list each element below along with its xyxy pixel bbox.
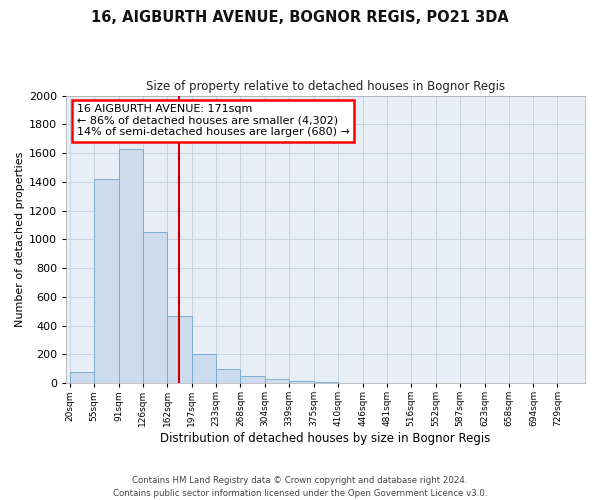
Text: 16 AIGBURTH AVENUE: 171sqm
← 86% of detached houses are smaller (4,302)
14% of s: 16 AIGBURTH AVENUE: 171sqm ← 86% of deta… [77,104,350,138]
Bar [191,354,216,383]
Bar [314,382,338,383]
Bar [119,149,143,383]
Text: 16, AIGBURTH AVENUE, BOGNOR REGIS, PO21 3DA: 16, AIGBURTH AVENUE, BOGNOR REGIS, PO21 … [91,10,509,25]
Title: Size of property relative to detached houses in Bognor Regis: Size of property relative to detached ho… [146,80,505,93]
X-axis label: Distribution of detached houses by size in Bognor Regis: Distribution of detached houses by size … [160,432,491,445]
Y-axis label: Number of detached properties: Number of detached properties [15,152,25,327]
Bar [241,376,265,383]
Bar [265,379,289,383]
Bar [94,179,119,383]
Bar [143,232,167,383]
Bar [216,368,241,383]
Bar [167,316,191,383]
Bar [289,381,314,383]
Bar [70,372,94,383]
Text: Contains HM Land Registry data © Crown copyright and database right 2024.
Contai: Contains HM Land Registry data © Crown c… [113,476,487,498]
